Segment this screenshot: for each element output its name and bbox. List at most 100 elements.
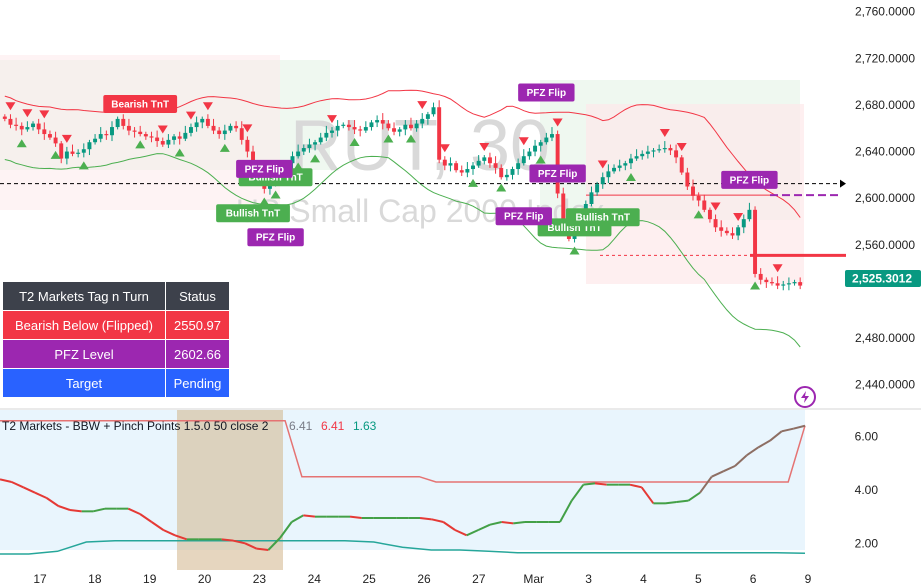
price-axis[interactable]: 2,760.0000 2,720.0000 2,680.0000 2,640.0000… xyxy=(855,5,915,392)
candle-body xyxy=(31,123,35,128)
time-tick-label: 27 xyxy=(472,572,486,585)
bearish-tnt-label[interactable]: Bearish TnT xyxy=(103,95,178,114)
pfz-flip-label-text: PFZ Flip xyxy=(256,233,295,244)
candle-body xyxy=(747,209,752,220)
candle-body xyxy=(561,193,566,228)
flash-icon[interactable] xyxy=(794,386,816,408)
time-tick-label: 9 xyxy=(805,572,812,585)
candle-body xyxy=(81,149,86,153)
candle-body xyxy=(47,134,52,138)
main-price-pane[interactable] xyxy=(0,0,840,408)
candle-body xyxy=(59,143,64,159)
indicator-axis[interactable]: 6.00 4.00 2.00 xyxy=(855,430,879,551)
candle-body xyxy=(668,148,673,151)
table-row: Bearish Below (Flipped) 2550.97 xyxy=(2,310,230,340)
candle-body xyxy=(160,141,165,145)
bearish-marker xyxy=(772,264,783,273)
time-tick-label: 24 xyxy=(308,572,322,585)
candle-body xyxy=(228,125,233,131)
candle-body xyxy=(132,130,137,132)
indicator-title: T2 Markets - BBW + Pinch Points 1.5.0 50… xyxy=(2,419,269,433)
table-row: PFZ Level 2602.66 xyxy=(2,339,230,369)
candles-layer[interactable] xyxy=(2,100,803,291)
bullish-marker xyxy=(468,178,479,187)
bbw-line-segment xyxy=(244,542,258,550)
bbw-line-segment xyxy=(431,518,444,523)
candle-body xyxy=(341,124,346,126)
candle-body xyxy=(346,124,351,128)
bbw-line-segment xyxy=(442,521,456,531)
bearish-marker xyxy=(659,129,670,138)
bullish-marker xyxy=(405,134,416,143)
candle-body xyxy=(499,167,504,178)
row-value-bearish-below: 2550.97 xyxy=(165,310,230,340)
candle-body xyxy=(205,118,210,126)
candle-body xyxy=(770,282,774,284)
bearish-marker xyxy=(202,102,213,111)
signal-markers-layer xyxy=(5,101,783,290)
bullish-marker xyxy=(349,138,360,147)
bbw-line-segment xyxy=(466,529,479,537)
candle-body xyxy=(307,144,312,149)
candle-body xyxy=(414,123,419,129)
bbw-upper-line xyxy=(0,419,806,483)
lower-band-line xyxy=(4,153,801,348)
candle-body xyxy=(143,134,148,137)
candle-body xyxy=(290,156,295,164)
pfz-flip-label[interactable]: PFZ Flip xyxy=(518,83,575,102)
bbw-line-segment xyxy=(489,521,502,526)
indicator-tick-label: 4.00 xyxy=(855,483,879,497)
pfz-flip-label[interactable]: PFZ Flip xyxy=(529,164,586,183)
candle-body xyxy=(448,163,453,166)
indicator-pane[interactable] xyxy=(0,410,806,570)
bullish-marker xyxy=(50,150,61,159)
bearish-marker xyxy=(5,102,16,111)
candle-body xyxy=(358,129,363,131)
bullish-marker xyxy=(78,161,89,170)
time-tick-label: Mar xyxy=(523,572,544,585)
candle-body xyxy=(476,160,481,166)
time-axis[interactable]: 17 18 19 20 23 24 25 26 27 Mar 3 4 5 6 9 xyxy=(33,572,811,585)
candle-body xyxy=(53,137,58,144)
row-value-target: Pending xyxy=(165,368,230,398)
pfz-flip-label[interactable]: PFZ Flip xyxy=(721,170,778,189)
candle-body xyxy=(403,124,408,130)
candle-body xyxy=(2,116,7,119)
candle-body xyxy=(493,163,498,168)
bullish-marker xyxy=(569,246,580,255)
candle-body xyxy=(380,120,385,124)
candle-body xyxy=(76,152,81,154)
row-label-pfz-level: PFZ Level xyxy=(2,339,166,369)
bbw-line-segment xyxy=(151,521,164,531)
pfz-flip-label[interactable]: PFZ Flip xyxy=(247,228,304,247)
price-tick-label: 2,640.0000 xyxy=(855,145,915,159)
pfz-flip-label[interactable]: PFZ Flip xyxy=(495,207,552,226)
candle-body xyxy=(194,122,199,128)
bbw-line-segment xyxy=(162,529,176,537)
candle-body xyxy=(634,156,639,159)
candle-body xyxy=(126,125,131,131)
candle-body xyxy=(425,114,430,119)
candle-body xyxy=(741,219,746,228)
candle-body xyxy=(696,195,701,201)
bullish-tnt-label[interactable]: Bullish TnT xyxy=(565,208,640,227)
indicator-value-2: 6.41 xyxy=(321,419,345,433)
candle-body xyxy=(538,142,543,146)
status-table-header-name: T2 Markets Tag n Turn xyxy=(2,281,166,311)
bbw-line-segment xyxy=(127,507,141,515)
bullish-tnt-label[interactable]: Bullish TnT xyxy=(216,204,290,223)
bearish-marker xyxy=(676,143,687,152)
bbw-line-segment xyxy=(559,500,573,523)
pfz-flip-label[interactable]: PFZ Flip xyxy=(236,159,293,178)
candle-body xyxy=(437,107,442,160)
candle-body xyxy=(555,134,560,194)
candle-body xyxy=(685,172,690,187)
candle-body xyxy=(222,130,227,135)
candle-body xyxy=(14,124,19,126)
price-tick-label: 2,600.0000 xyxy=(855,191,915,205)
bbw-line-segment xyxy=(570,484,585,502)
candle-body xyxy=(369,122,374,128)
time-tick-label: 4 xyxy=(640,572,647,585)
status-table: T2 Markets Tag n Turn Status Bearish Bel… xyxy=(2,281,230,398)
